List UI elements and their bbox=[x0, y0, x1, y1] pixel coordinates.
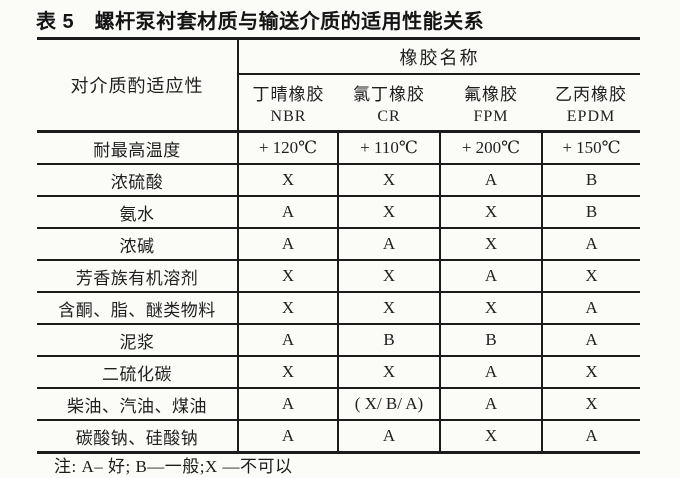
header-row-columns: 丁晴橡胶 NBR 氯丁橡胶 CR 氟橡胶 FPM 乙丙橡胶 EPDM bbox=[37, 74, 640, 133]
table-row: 二硫化碳 X X A X bbox=[37, 356, 640, 389]
cell-value: A bbox=[237, 324, 338, 357]
cell-value: B bbox=[541, 164, 640, 197]
cell-value: X bbox=[237, 164, 338, 197]
cell-value: X bbox=[439, 228, 542, 261]
cell-value: + 120℃ bbox=[237, 131, 338, 165]
cell-value: X bbox=[337, 164, 440, 197]
compatibility-table: 对介质酌适应性 橡胶名称 丁晴橡胶 NBR 氯丁橡胶 CR 氟橡胶 FPM 乙丙… bbox=[37, 37, 640, 454]
cell-value: ( X/ B/ A) bbox=[337, 388, 440, 421]
column-code: EPDM bbox=[566, 107, 616, 125]
cell-value: A bbox=[541, 420, 640, 453]
table-title: 表 5 螺杆泵衬套材质与输送介质的适用性能关系 bbox=[36, 11, 485, 33]
cell-value: A bbox=[439, 164, 542, 197]
row-label: 氨水 bbox=[37, 196, 238, 229]
table-row: 耐最高温度 + 120℃ + 110℃ + 200℃ + 150℃ bbox=[37, 131, 640, 165]
column-header-cr: 氯丁橡胶 CR bbox=[338, 74, 440, 133]
row-label: 含酮、脂、醚类物料 bbox=[37, 292, 238, 325]
table-row: 碳酸钠、硅酸钠 A A X A bbox=[37, 420, 640, 453]
cell-value: B bbox=[439, 324, 542, 357]
footnote: 注: A– 好; B—一般;X —不可以 bbox=[54, 457, 293, 476]
cell-value: A bbox=[337, 228, 440, 261]
row-label: 二硫化碳 bbox=[37, 356, 238, 389]
cell-value: X bbox=[541, 260, 640, 293]
cell-value: X bbox=[337, 292, 440, 325]
column-name: 乙丙橡胶 bbox=[555, 84, 627, 104]
cell-value: A bbox=[237, 420, 338, 453]
cell-value: A bbox=[237, 196, 338, 229]
row-label: 耐最高温度 bbox=[37, 131, 238, 165]
cell-value: A bbox=[541, 228, 640, 261]
cell-value: X bbox=[439, 292, 542, 325]
cell-value: A bbox=[337, 420, 440, 453]
row-label: 芳香族有机溶剂 bbox=[37, 260, 238, 293]
column-header-nbr: 丁晴橡胶 NBR bbox=[238, 74, 338, 133]
cell-value: X bbox=[541, 388, 640, 421]
cell-value: A bbox=[541, 324, 640, 357]
cell-value: X bbox=[337, 260, 440, 293]
column-code: NBR bbox=[270, 107, 307, 125]
cell-value: X bbox=[237, 292, 338, 325]
row-label: 泥浆 bbox=[37, 324, 238, 357]
table-row: 氨水 A X X B bbox=[37, 196, 640, 229]
cell-value: A bbox=[541, 292, 640, 325]
cell-value: A bbox=[237, 388, 338, 421]
table-row: 含酮、脂、醚类物料 X X X A bbox=[37, 292, 640, 325]
column-header-epdm: 乙丙橡胶 EPDM bbox=[542, 74, 640, 133]
cell-value: X bbox=[237, 356, 338, 389]
column-name: 丁晴橡胶 bbox=[252, 84, 325, 104]
cell-value: A bbox=[439, 388, 542, 421]
cell-value: + 150℃ bbox=[541, 131, 640, 165]
column-header-fpm: 氟橡胶 FPM bbox=[440, 74, 542, 133]
column-name: 氟橡胶 bbox=[464, 84, 518, 104]
cell-value: X bbox=[439, 196, 542, 229]
row-label: 柴油、汽油、煤油 bbox=[37, 388, 238, 421]
column-code: FPM bbox=[473, 107, 509, 125]
cell-value: + 110℃ bbox=[337, 131, 440, 165]
header-row-group: 对介质酌适应性 橡胶名称 bbox=[37, 38, 640, 133]
cell-value: X bbox=[541, 356, 640, 389]
cell-value: + 200℃ bbox=[439, 131, 542, 165]
table-row: 泥浆 A B B A bbox=[37, 324, 640, 357]
table-row: 浓硫酸 X X A B bbox=[37, 164, 640, 197]
table-row: 浓碱 A A X A bbox=[37, 228, 640, 261]
row-label: 碳酸钠、硅酸钠 bbox=[75, 428, 199, 448]
cell-value: B bbox=[541, 196, 640, 229]
cell-value: X bbox=[337, 356, 440, 389]
corner-header: 对介质酌适应性 bbox=[37, 38, 239, 133]
cell-value: A bbox=[439, 260, 542, 293]
column-code: CR bbox=[377, 107, 401, 125]
group-header: 橡胶名称 bbox=[238, 38, 640, 75]
row-label: 浓硫酸 bbox=[37, 164, 238, 197]
table-row: 芳香族有机溶剂 X X A X bbox=[37, 260, 640, 293]
cell-value: X bbox=[337, 196, 440, 229]
cell-value: A bbox=[439, 356, 542, 389]
table-row: 柴油、汽油、煤油 A ( X/ B/ A) A X bbox=[37, 388, 640, 421]
column-name: 氯丁橡胶 bbox=[353, 84, 425, 104]
cell-value: B bbox=[337, 324, 440, 357]
cell-value: X bbox=[439, 420, 542, 453]
cell-value: A bbox=[237, 228, 338, 261]
row-label: 浓碱 bbox=[37, 228, 238, 261]
cell-value: X bbox=[237, 260, 338, 293]
